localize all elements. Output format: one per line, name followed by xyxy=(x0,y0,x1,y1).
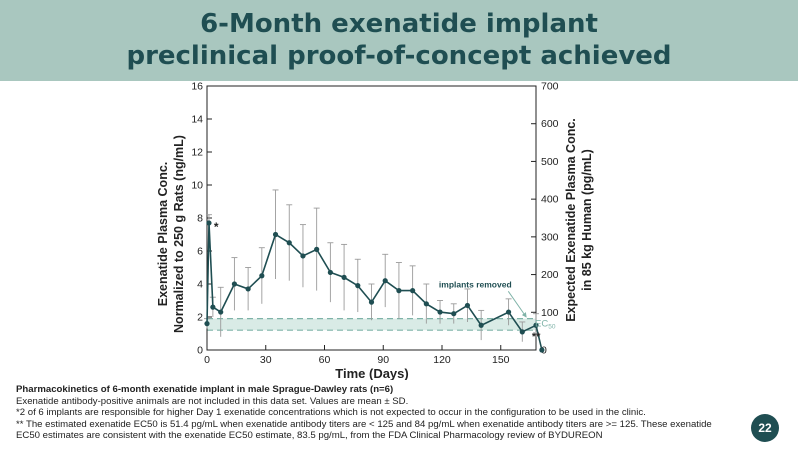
data-point xyxy=(410,288,416,294)
ec50-label-main: EC xyxy=(535,319,548,330)
data-point xyxy=(286,240,292,246)
data-point xyxy=(478,322,484,328)
x-tick-label: 0 xyxy=(204,354,210,366)
caption-title: Pharmacokinetics of 6-month exenatide im… xyxy=(16,384,394,395)
y-axis-label-line2: Normalized to 250 g Rats (ng/mL) xyxy=(172,135,186,333)
pk-chart: Exenatide Plasma Conc. Normalized to 250… xyxy=(156,82,594,380)
ec50-label-sub: 50 xyxy=(548,324,556,331)
data-point xyxy=(204,321,210,327)
y2-tick-label: 100 xyxy=(541,307,559,319)
y-tick-label: 2 xyxy=(197,312,203,324)
y-tick-label: 8 xyxy=(197,213,203,225)
data-point xyxy=(245,286,251,292)
day1-asterisk: * xyxy=(214,220,219,234)
y2-tick-label: 200 xyxy=(541,269,559,281)
data-point xyxy=(210,304,216,310)
y2-tick-label: 700 xyxy=(541,82,559,93)
data-point xyxy=(206,220,212,226)
figure-caption: Pharmacokinetics of 6-month exenatide im… xyxy=(16,384,736,442)
caption-line-1: Exenatide antibody-positive animals are … xyxy=(16,395,409,407)
data-point xyxy=(505,309,512,315)
x-tick-label: 60 xyxy=(319,354,331,366)
data-point xyxy=(519,329,525,335)
title-banner: 6-Month exenatide implant preclinical pr… xyxy=(0,0,798,81)
y2-axis-label-line1: Expected Exenatide Plasma Conc. xyxy=(564,118,578,322)
x-tick-label: 120 xyxy=(433,354,451,366)
data-point xyxy=(451,311,457,317)
data-point xyxy=(231,281,238,287)
data-point xyxy=(259,273,265,279)
data-point xyxy=(533,322,539,328)
y-tick-label: 10 xyxy=(191,180,203,192)
data-point xyxy=(464,302,471,309)
data-point xyxy=(314,246,320,252)
implants-removed-label: implants removed xyxy=(439,279,512,289)
data-point xyxy=(327,269,333,276)
drop-line xyxy=(535,325,543,351)
y2-tick-label: 400 xyxy=(541,194,559,206)
data-point xyxy=(355,283,361,289)
y-tick-label: 14 xyxy=(191,114,203,126)
x-tick-label: 90 xyxy=(377,354,389,366)
data-point xyxy=(341,274,347,280)
y-tick-label: 0 xyxy=(197,345,203,357)
data-point xyxy=(272,231,279,238)
slide-title-line1: 6-Month exenatide implant xyxy=(200,9,598,39)
slide-title-line2: preclinical proof-of-concept achieved xyxy=(126,41,672,71)
caption-line-3: ** The estimated exenatide EC50 is 51.4 … xyxy=(16,418,712,442)
y-tick-label: 6 xyxy=(197,246,203,258)
y-tick-label: 12 xyxy=(191,147,203,159)
data-point xyxy=(396,288,402,294)
x-tick-label: 150 xyxy=(492,354,510,366)
x-tick-label: 30 xyxy=(260,354,272,366)
plot-area: 0246810121416010020030040050060070003060… xyxy=(191,82,558,366)
caption-line-2: *2 of 6 implants are responsible for hig… xyxy=(16,407,646,419)
y2-tick-label: 600 xyxy=(541,118,559,130)
y2-axis-label-line2: in 85 kg Human (pg/mL) xyxy=(580,149,594,291)
y-tick-label: 16 xyxy=(191,82,203,93)
data-point xyxy=(300,253,306,259)
data-point xyxy=(382,278,388,284)
ec50-band xyxy=(207,318,536,331)
data-point xyxy=(368,299,375,305)
y-axis-label-line1: Exenatide Plasma Conc. xyxy=(156,162,170,307)
implants-removed-arrow xyxy=(507,291,527,318)
y2-tick-label: 500 xyxy=(541,156,559,168)
y2-tick-label: 300 xyxy=(541,231,559,243)
page-number-badge: 22 xyxy=(751,414,779,442)
data-point xyxy=(218,309,224,315)
data-point xyxy=(437,309,443,315)
drop-point xyxy=(539,347,545,353)
ec50-label: EC50 xyxy=(535,319,556,331)
data-point xyxy=(423,301,429,307)
y-tick-label: 4 xyxy=(197,279,203,291)
x-axis-label: Time (Days) xyxy=(335,366,408,380)
ec50-double-asterisk: ** xyxy=(532,331,541,343)
